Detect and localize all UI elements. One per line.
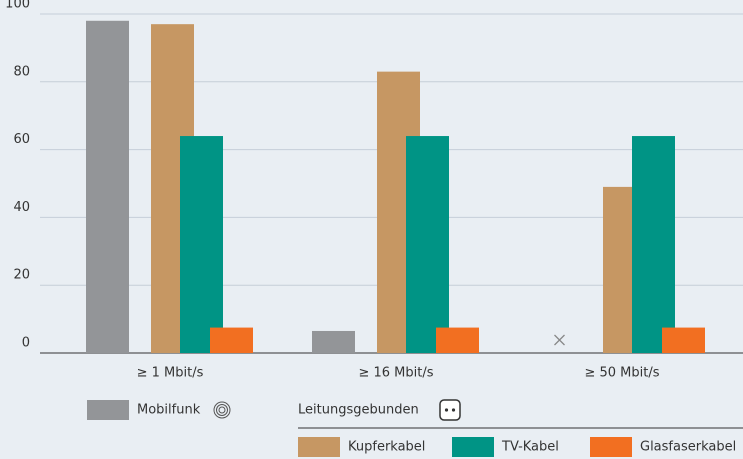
socket-icon [439, 399, 461, 421]
legend-label: TV-Kabel [501, 440, 559, 455]
no-data-marker [554, 334, 565, 346]
y-tick-label: 0 [22, 336, 30, 351]
bar [436, 327, 479, 353]
y-tick-label: 100 [5, 0, 30, 12]
legend-label: Mobilfunk [137, 403, 201, 418]
bar [180, 136, 223, 353]
y-tick-label: 40 [13, 200, 30, 215]
legend-swatch [452, 437, 494, 457]
legend-label: Kupferkabel [348, 440, 425, 455]
bar [632, 136, 675, 353]
y-tick-label: 60 [13, 132, 30, 147]
x-tick-label: ≥ 1 Mbit/s [137, 366, 204, 381]
x-tick-label: ≥ 50 Mbit/s [584, 366, 659, 381]
x-tick-label: ≥ 16 Mbit/s [358, 366, 433, 381]
legend-swatch [298, 437, 340, 457]
bar [662, 327, 705, 353]
legend-swatch [87, 400, 129, 420]
bar [406, 136, 449, 353]
y-tick-label: 20 [13, 268, 30, 283]
bar [312, 330, 355, 353]
mobilfunk-icon [213, 401, 231, 419]
legend-swatch [590, 437, 632, 457]
legend-group-title: Leitungsgebunden [298, 403, 419, 418]
bar [86, 20, 129, 354]
legend-label: Glasfaserkabel [640, 440, 736, 455]
y-tick-label: 80 [13, 64, 30, 79]
bar [210, 327, 253, 353]
